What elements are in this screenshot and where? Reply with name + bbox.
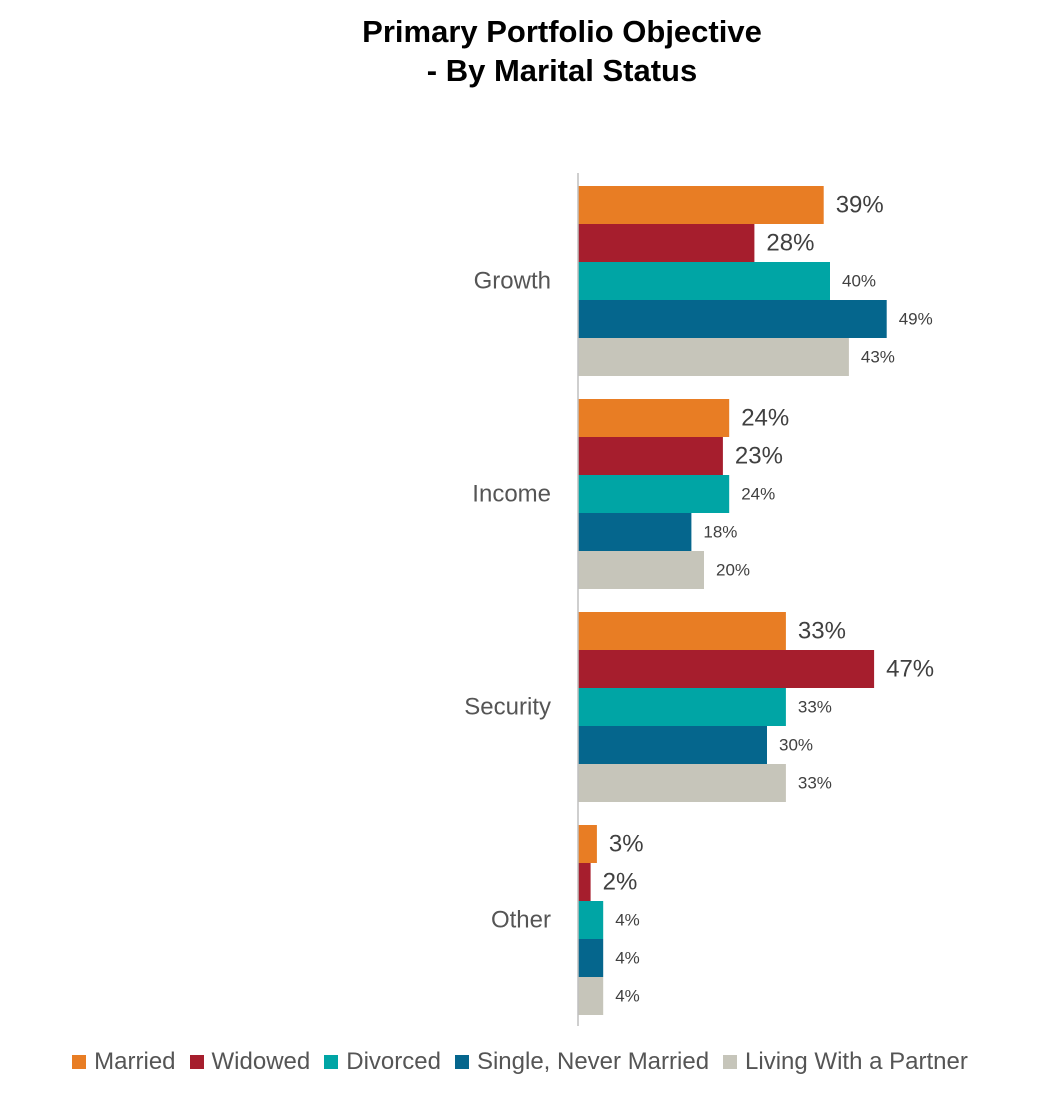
legend-swatch [324, 1055, 339, 1069]
data-label-security-1: 47% [886, 656, 934, 683]
bar-security-married [578, 612, 786, 650]
bar-growth-single-never-married [578, 300, 887, 338]
bar-growth-living-with-a-partner [578, 338, 849, 376]
category-label-security: Security [464, 694, 551, 721]
legend-swatch [72, 1055, 87, 1069]
category-label-growth: Growth [474, 268, 551, 295]
data-label-security-3: 30% [779, 736, 813, 755]
bar-other-living-with-a-partner [578, 977, 604, 1015]
data-label-other-2: 4% [615, 911, 640, 930]
bar-income-married [578, 399, 730, 437]
data-label-growth-1: 28% [766, 230, 814, 257]
bar-security-divorced [578, 688, 786, 726]
bar-other-divorced [578, 901, 604, 939]
legend-item-widowed: Widowed [189, 1048, 311, 1076]
legend-item-living-with-a-partner: Living With a Partner [723, 1048, 968, 1076]
bar-growth-widowed [578, 224, 755, 262]
bar-income-single-never-married [578, 513, 692, 551]
data-label-income-0: 24% [741, 405, 789, 432]
data-label-growth-0: 39% [836, 192, 884, 219]
data-label-income-3: 18% [703, 523, 737, 542]
data-label-growth-3: 49% [899, 310, 933, 329]
legend-label: Single, Never Married [476, 1048, 710, 1075]
data-label-security-0: 33% [798, 618, 846, 645]
legend: Married Widowed Divorced Single, Never Marr… [0, 1048, 1040, 1076]
data-label-income-4: 20% [716, 561, 750, 580]
legend-item-single-never-married: Single, Never Married [454, 1048, 710, 1076]
bar-growth-divorced [578, 262, 830, 300]
data-label-security-4: 33% [798, 774, 832, 793]
category-label-other: Other [491, 907, 551, 934]
data-label-security-2: 33% [798, 698, 832, 717]
bar-other-single-never-married [578, 939, 604, 977]
chart-title: Primary Portfolio Objective - By Marital… [0, 12, 1040, 90]
bar-chart: 39%28%40%49%43%Growth24%23%24%18%20%Inco… [464, 173, 934, 1026]
bar-other-widowed [578, 863, 591, 901]
legend-label: Widowed [211, 1048, 311, 1075]
legend-item-married: Married [72, 1048, 176, 1076]
bar-growth-married [578, 186, 824, 224]
legend-swatch [723, 1055, 738, 1069]
legend-swatch [454, 1055, 469, 1069]
data-label-growth-4: 43% [861, 348, 895, 367]
data-label-income-2: 24% [741, 485, 775, 504]
data-label-other-1: 2% [603, 869, 638, 896]
bar-income-living-with-a-partner [578, 551, 704, 589]
data-label-growth-2: 40% [842, 272, 876, 291]
legend-item-divorced: Divorced [324, 1048, 441, 1076]
category-label-income: Income [472, 481, 551, 508]
legend-label: Married [94, 1048, 176, 1075]
bar-income-divorced [578, 475, 730, 513]
bar-income-widowed [578, 437, 723, 475]
chart-title-line-2: - By Marital Status [426, 53, 698, 88]
bar-security-living-with-a-partner [578, 764, 786, 802]
data-label-other-3: 4% [615, 949, 640, 968]
legend-swatch [189, 1055, 204, 1069]
bar-security-widowed [578, 650, 875, 688]
data-label-income-1: 23% [735, 443, 783, 470]
chart-title-line-1: Primary Portfolio Objective [362, 14, 762, 49]
bar-other-married [578, 825, 597, 863]
legend-label: Living With a Partner [745, 1048, 968, 1075]
data-label-other-4: 4% [615, 987, 640, 1006]
data-label-other-0: 3% [609, 831, 644, 858]
legend-label: Divorced [346, 1048, 441, 1075]
bar-security-single-never-married [578, 726, 767, 764]
